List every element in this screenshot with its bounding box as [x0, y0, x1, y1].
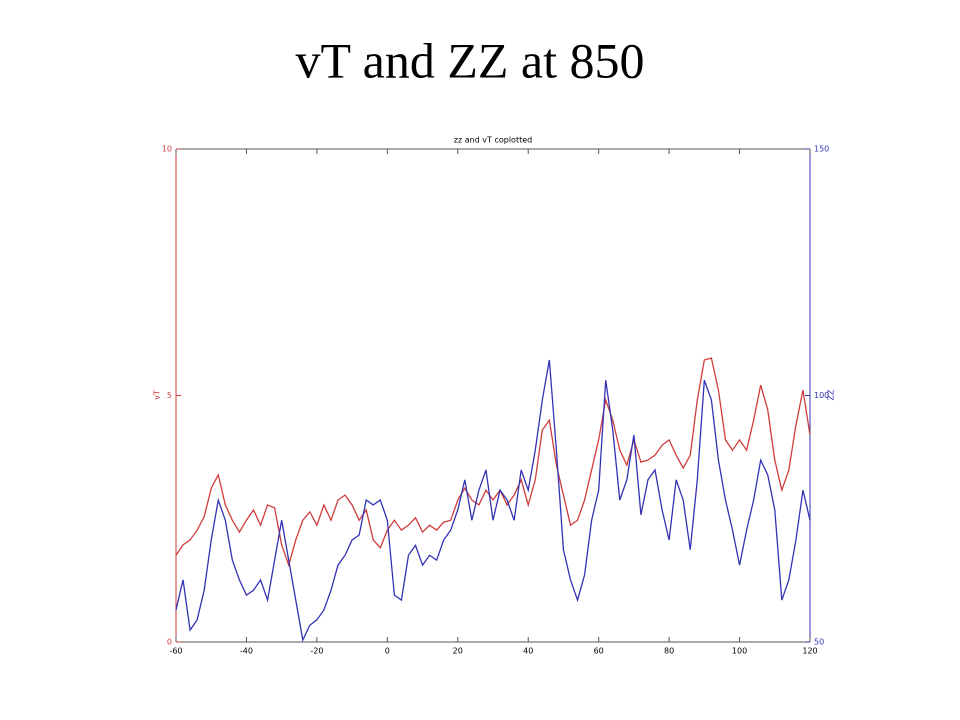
y-axis-label: vT — [153, 390, 162, 400]
x-tick-label: -20 — [310, 647, 323, 656]
line-series — [175, 359, 811, 643]
y2-tick-label: 150 — [814, 145, 829, 154]
y-tick-label: 10 — [162, 145, 172, 154]
x-tick-label: 40 — [523, 647, 533, 656]
slide-title: vT and ZZ at 850 — [296, 32, 645, 88]
chart-title: zz and vT coplotted — [454, 136, 532, 145]
line-series — [175, 357, 811, 568]
y-tick-label: 0 — [167, 638, 172, 647]
y-tick-label: 5 — [167, 391, 172, 400]
x-tick-label: -40 — [240, 647, 253, 656]
x-tick-label: 60 — [594, 647, 604, 656]
y2-tick-label: 50 — [814, 638, 824, 647]
x-tick-label: 80 — [664, 647, 674, 656]
y2-axis-label: ZZ — [827, 389, 836, 400]
x-tick-label: 100 — [732, 647, 747, 656]
x-tick-label: 120 — [802, 647, 817, 656]
x-tick-label: -60 — [169, 647, 182, 656]
y2-tick-label: 100 — [814, 391, 829, 400]
x-tick-label: 20 — [453, 647, 463, 656]
x-tick-label: 0 — [385, 647, 390, 656]
